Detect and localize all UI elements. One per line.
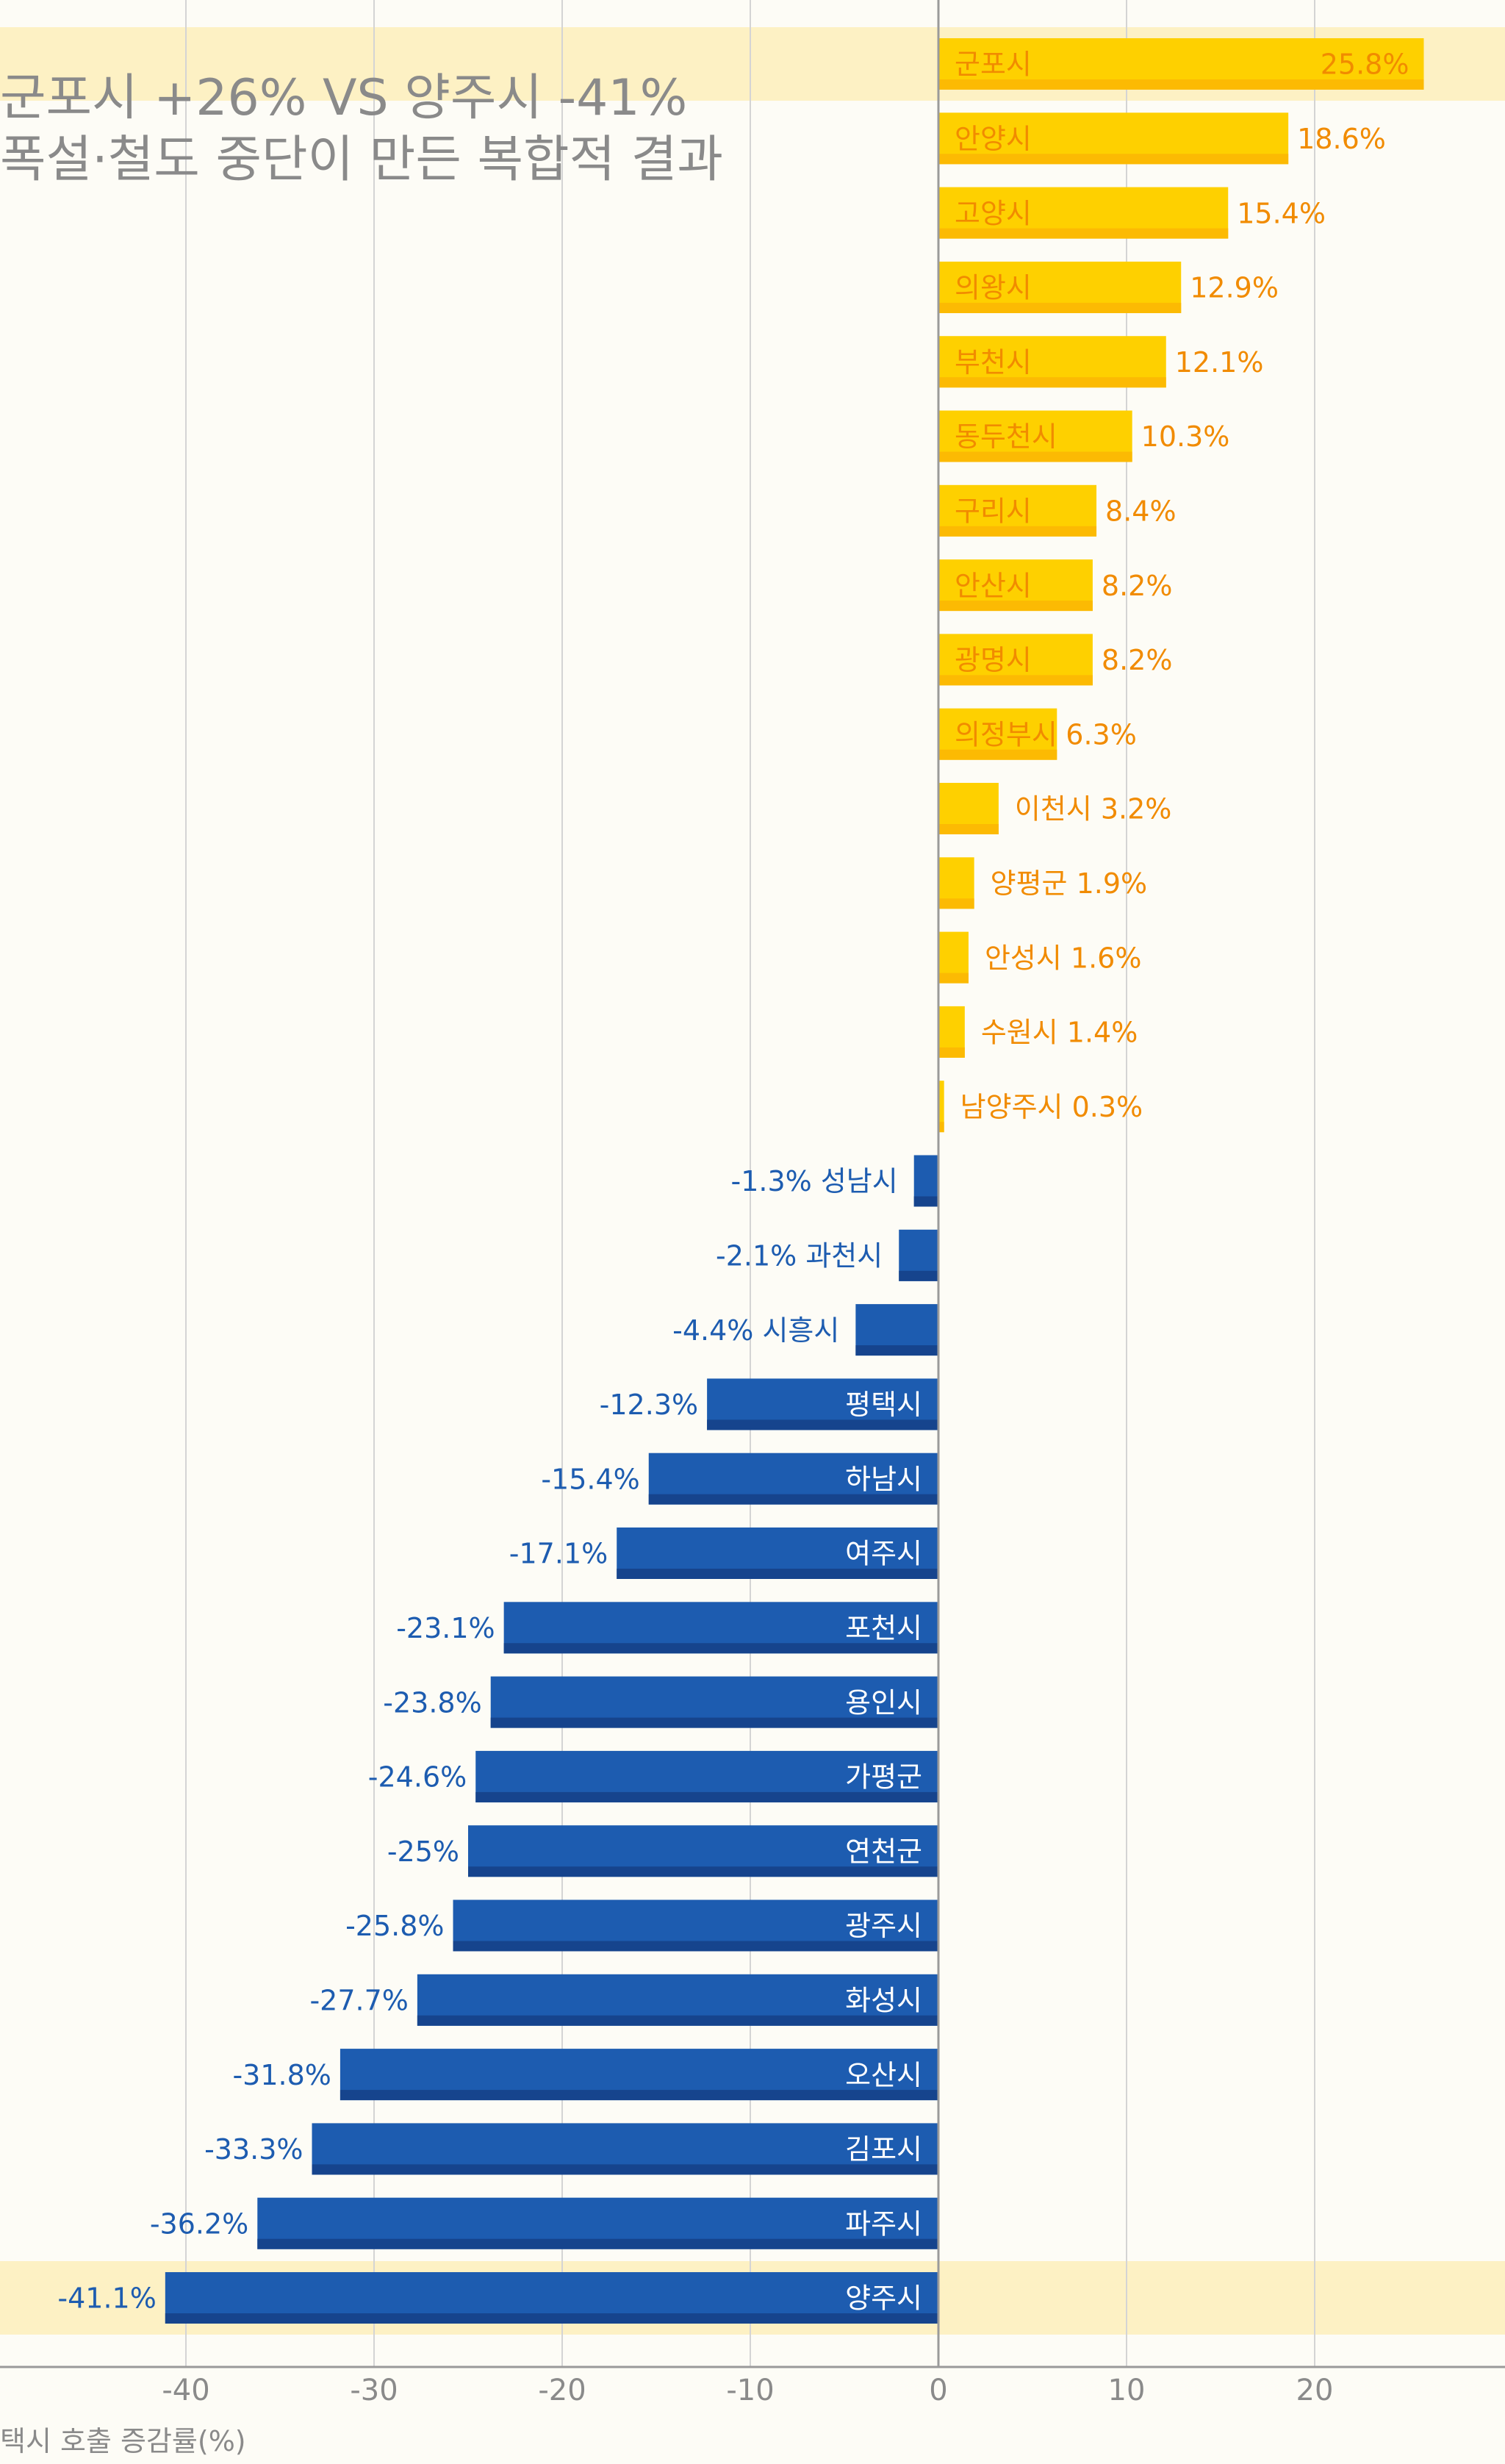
x-tick-label: 10 [1108,2374,1146,2407]
category-label: 광명시 [955,644,1032,676]
category-label: 평택시 [845,1389,922,1421]
data-label: -41.1% [57,2282,156,2315]
bar-shade [938,898,974,909]
bar-shade [899,1270,938,1281]
data-label: -23.1% [396,1612,495,1644]
bar-shade [938,601,1093,612]
bar-shade [938,1122,944,1133]
bar-shade [938,675,1093,686]
x-tick-label: 20 [1296,2374,1334,2407]
bar-shade [417,2015,938,2026]
bar-shade [648,1494,938,1505]
bar-shade [938,749,1057,760]
category-label: 파주시 [845,2207,922,2240]
bar-shade [453,1941,938,1952]
bar-shade [707,1419,938,1430]
headline-line-2: 폭설·철도 중단이 만든 복합적 결과 [0,131,723,189]
data-label: 8.2% [1102,644,1173,676]
category-label: 하남시 [845,1463,922,1495]
data-label: 이천시 3.2% [1015,793,1172,825]
x-tick-label: -40 [162,2374,209,2407]
data-label: -36.2% [150,2207,248,2240]
bar-shade [340,2090,938,2101]
category-label: 가평군 [845,1761,922,1794]
bar-shade [938,526,1097,537]
data-label: -1.3% 성남시 [731,1165,898,1197]
bar-shade [468,1866,938,1877]
data-label: 12.1% [1175,346,1264,379]
x-tick-label: -10 [726,2374,774,2407]
bar-shade [938,1047,965,1058]
x-tick-label: -20 [538,2374,586,2407]
bar-shade [913,1196,938,1207]
category-label: 여주시 [845,1538,922,1570]
category-label: 김포시 [845,2133,922,2166]
category-label: 용인시 [845,1686,922,1719]
category-label: 안산시 [955,570,1032,602]
bar-shade [938,79,1424,90]
data-label: -31.8% [232,2059,331,2091]
data-label: 18.6% [1297,123,1386,155]
data-label: -25% [387,1836,459,1868]
bar-shade [938,228,1229,239]
category-label: 군포시 [955,49,1032,81]
data-label: -23.8% [383,1686,481,1719]
category-label: 의정부시 [955,718,1057,751]
category-label: 구리시 [955,495,1032,527]
category-label: 광주시 [845,1910,922,1942]
bar-shade [938,824,999,834]
bar [938,1081,944,1133]
category-label: 고양시 [955,197,1032,229]
category-label: 양주시 [845,2282,922,2315]
data-label: 남양주시 0.3% [960,1091,1143,1123]
headline: 군포시 +26% VS 양주시 -41% 폭설·철도 중단이 만든 복합적 결과 [0,68,772,191]
bar-shade [938,302,1182,313]
bar-shade [938,451,1132,462]
data-label: 15.4% [1237,197,1326,229]
bar-shade [938,377,1166,388]
data-label: 6.3% [1066,718,1137,751]
data-label: -27.7% [309,1984,408,2016]
data-label: 수원시 1.4% [981,1017,1138,1049]
data-label: 양평군 1.9% [991,867,1148,900]
data-label: -17.1% [509,1538,608,1570]
data-label: -12.3% [600,1389,698,1421]
category-label: 오산시 [845,2059,922,2091]
data-label: -33.3% [204,2133,303,2166]
bar-shade [165,2313,939,2324]
bar-shade [617,1569,938,1579]
data-label: 8.4% [1105,495,1177,527]
category-label: 연천군 [845,1836,922,1868]
bar-shade [490,1717,938,1728]
data-label: 12.9% [1190,272,1279,304]
data-label: 25.8% [1321,49,1409,81]
data-label: 10.3% [1141,420,1230,453]
bar-shade [855,1345,938,1356]
data-label: -25.8% [345,1910,444,1942]
x-tick-label: 0 [929,2374,947,2407]
bar-shade [503,1643,938,1654]
data-label: 8.2% [1102,570,1173,602]
bar-shade [938,154,1289,165]
category-label: 동두천시 [955,420,1057,453]
data-label: -15.4% [541,1463,639,1495]
headline-line-1: 군포시 +26% VS 양주시 -41% [0,69,688,127]
data-label: -24.6% [368,1761,467,1794]
category-label: 부천시 [955,346,1032,379]
category-label: 안양시 [955,123,1032,155]
x-tick-label: -30 [350,2374,398,2407]
category-label: 의왕시 [955,272,1032,304]
data-label: -4.4% 시흥시 [672,1314,839,1347]
bar-shade [312,2164,938,2175]
bar-shade [257,2238,938,2249]
category-label: 화성시 [845,1984,922,2016]
x-axis-label: 택시 호출 증감률(%) [0,2425,246,2457]
bar-shade [475,1791,938,1802]
data-label: 안성시 1.6% [985,942,1142,974]
data-label: -2.1% 과천시 [716,1239,883,1272]
bar-shade [938,973,969,984]
category-label: 포천시 [845,1612,922,1644]
